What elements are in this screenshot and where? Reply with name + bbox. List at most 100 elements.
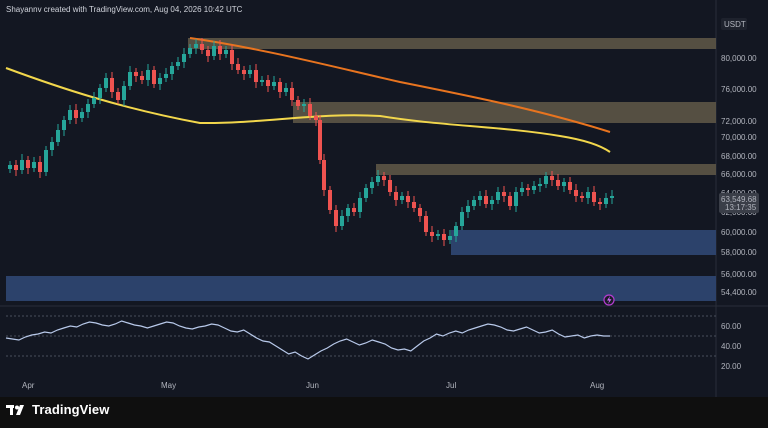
candle[interactable] — [574, 190, 578, 196]
candle[interactable] — [568, 182, 572, 190]
candle[interactable] — [484, 196, 488, 204]
candle[interactable] — [472, 200, 476, 206]
candle[interactable] — [176, 62, 180, 66]
candle[interactable] — [550, 176, 554, 180]
candle[interactable] — [296, 100, 300, 106]
candle[interactable] — [152, 70, 156, 84]
candle[interactable] — [514, 192, 518, 206]
candle[interactable] — [158, 78, 162, 84]
candle[interactable] — [98, 88, 102, 98]
candle[interactable] — [346, 208, 350, 216]
candle[interactable] — [38, 162, 42, 172]
candle[interactable] — [454, 226, 458, 236]
candle[interactable] — [14, 165, 18, 170]
candle[interactable] — [460, 212, 464, 226]
candle[interactable] — [502, 192, 506, 196]
candle[interactable] — [352, 208, 356, 212]
candle[interactable] — [520, 188, 524, 192]
time-axis[interactable]: Apr May Jun Jul Aug — [22, 381, 604, 390]
candle[interactable] — [164, 74, 168, 78]
candle[interactable] — [436, 234, 440, 236]
candle[interactable] — [230, 50, 234, 64]
candle[interactable] — [496, 192, 500, 200]
candle[interactable] — [448, 236, 452, 240]
price-chart[interactable]: USDT 80,000.00 76,000.00 72,000.00 70,00… — [0, 0, 768, 397]
candle[interactable] — [400, 196, 404, 200]
candle[interactable] — [388, 180, 392, 192]
candle[interactable] — [376, 176, 380, 182]
candle[interactable] — [406, 196, 410, 202]
candle[interactable] — [236, 64, 240, 70]
candle[interactable] — [508, 196, 512, 206]
candle[interactable] — [526, 188, 530, 190]
candle[interactable] — [544, 176, 548, 184]
candle[interactable] — [340, 216, 344, 226]
candle[interactable] — [328, 190, 332, 210]
candle[interactable] — [272, 82, 276, 86]
candle[interactable] — [466, 206, 470, 212]
candle[interactable] — [314, 116, 318, 120]
candle[interactable] — [182, 54, 186, 62]
candle[interactable] — [170, 66, 174, 74]
candle[interactable] — [134, 72, 138, 76]
candle[interactable] — [562, 182, 566, 186]
candle[interactable] — [80, 112, 84, 118]
candle[interactable] — [322, 160, 326, 190]
candle[interactable] — [200, 44, 204, 50]
candle[interactable] — [266, 80, 270, 86]
candle[interactable] — [206, 50, 210, 56]
candle[interactable] — [44, 150, 48, 172]
candle[interactable] — [586, 192, 590, 198]
rsi-axis[interactable]: 60.00 40.00 20.00 — [721, 322, 742, 371]
candle[interactable] — [490, 200, 494, 204]
candle[interactable] — [580, 196, 584, 198]
candle[interactable] — [224, 50, 228, 54]
candle[interactable] — [278, 82, 282, 92]
demand-zone-upper[interactable] — [451, 230, 716, 255]
candle[interactable] — [318, 120, 322, 160]
candle[interactable] — [556, 180, 560, 186]
candle[interactable] — [260, 80, 264, 82]
candle[interactable] — [538, 184, 542, 186]
candle[interactable] — [188, 48, 192, 54]
price-axis[interactable]: USDT 80,000.00 76,000.00 72,000.00 70,00… — [719, 18, 759, 297]
candle[interactable] — [532, 186, 536, 190]
supply-zone-top[interactable] — [188, 38, 716, 49]
candle[interactable] — [302, 104, 306, 106]
candle[interactable] — [26, 160, 30, 168]
candle[interactable] — [412, 202, 416, 208]
candle[interactable] — [242, 70, 246, 74]
candle[interactable] — [218, 46, 222, 54]
tradingview-logo[interactable]: TradingView — [6, 402, 109, 417]
candle[interactable] — [418, 208, 422, 216]
candle[interactable] — [592, 192, 596, 202]
candle[interactable] — [442, 234, 446, 240]
candle[interactable] — [62, 120, 66, 130]
candle[interactable] — [104, 78, 108, 88]
candle[interactable] — [194, 44, 198, 48]
candle[interactable] — [86, 104, 90, 112]
supply-zone-mid[interactable] — [376, 164, 716, 175]
candle[interactable] — [284, 88, 288, 92]
candle[interactable] — [122, 86, 126, 100]
candle[interactable] — [92, 98, 96, 104]
candle[interactable] — [308, 104, 312, 116]
supply-zone-upper[interactable] — [293, 102, 716, 123]
candle[interactable] — [290, 88, 294, 100]
lightning-icon[interactable] — [603, 294, 615, 306]
candle[interactable] — [110, 78, 114, 92]
candle[interactable] — [254, 70, 258, 82]
candle[interactable] — [370, 182, 374, 188]
candle[interactable] — [358, 198, 362, 212]
candle[interactable] — [56, 130, 60, 142]
candle[interactable] — [364, 188, 368, 198]
candle[interactable] — [68, 110, 72, 120]
candle[interactable] — [610, 196, 614, 198]
candle[interactable] — [604, 198, 608, 204]
candle[interactable] — [20, 160, 24, 170]
candle[interactable] — [598, 202, 602, 204]
candle[interactable] — [424, 216, 428, 232]
candle[interactable] — [248, 70, 252, 74]
candle[interactable] — [128, 72, 132, 86]
